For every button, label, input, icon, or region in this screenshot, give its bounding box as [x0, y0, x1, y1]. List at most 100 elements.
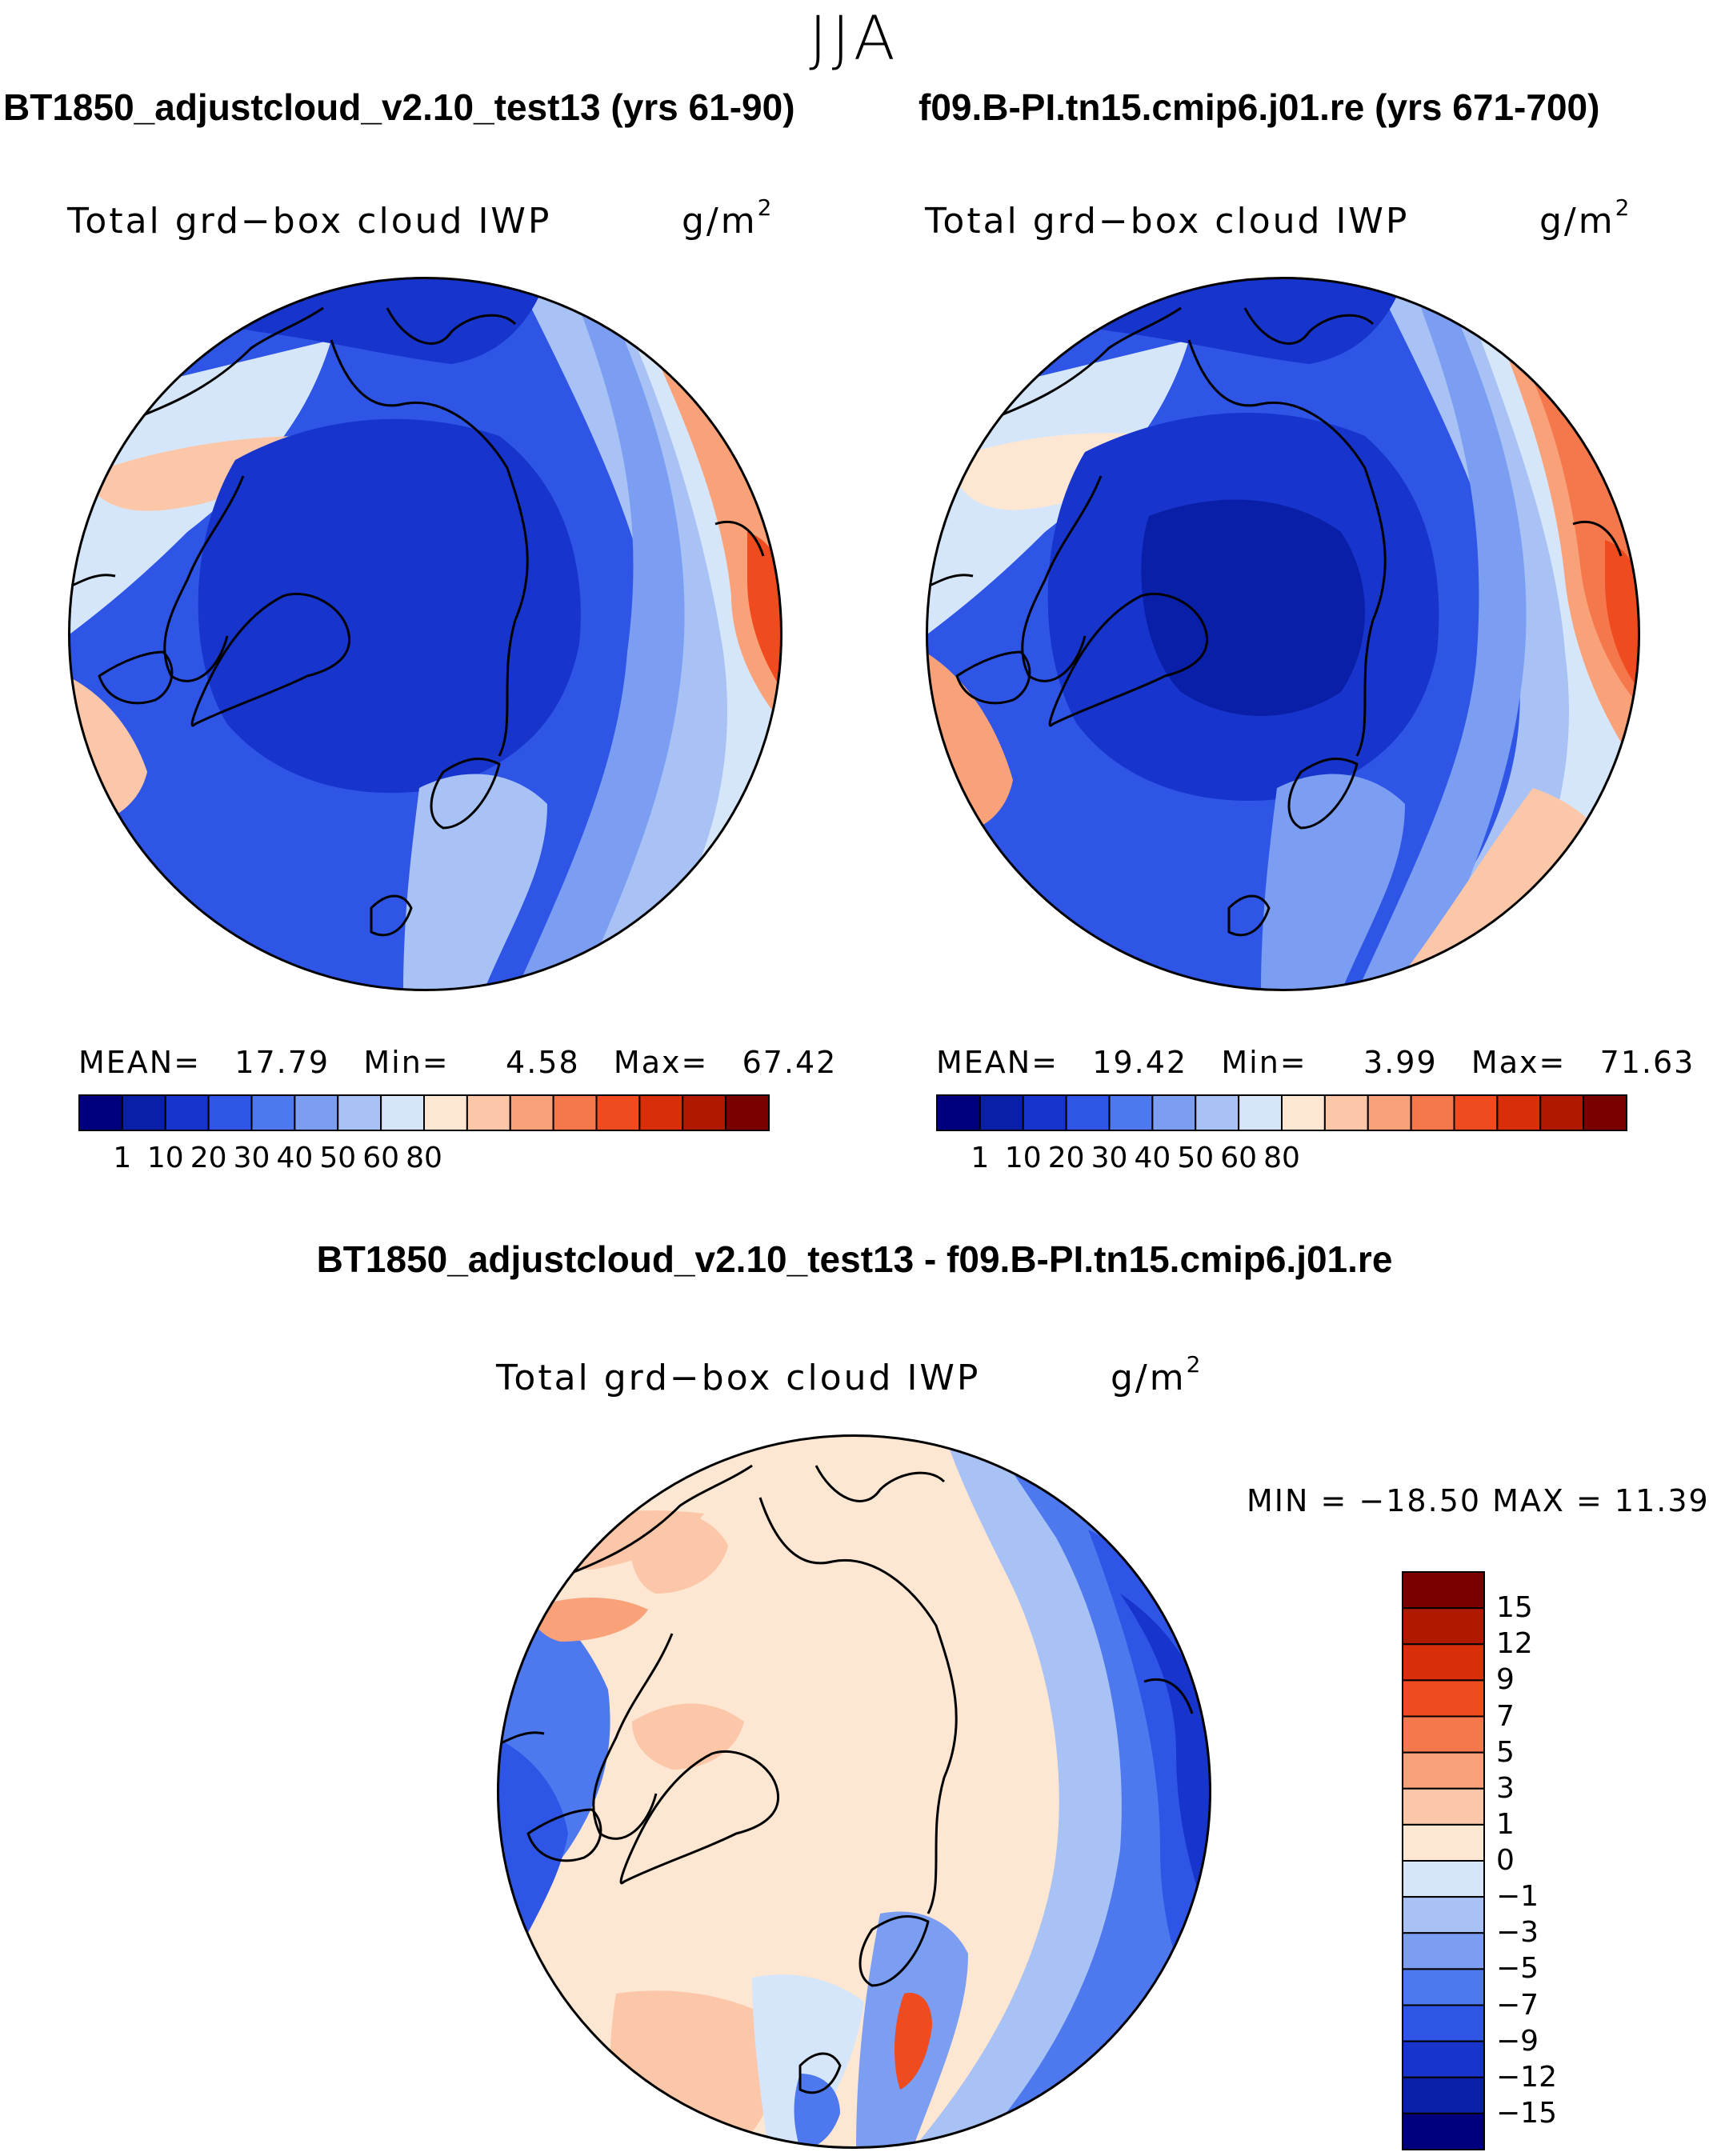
panel-2-field-label: Total grd−box cloud IWP: [925, 201, 1410, 242]
coastlines: [69, 306, 765, 937]
colorbar-swatch: [423, 1094, 468, 1131]
colorbar-tick-label: −5: [1496, 1952, 1539, 1986]
colorbar-swatch: [1151, 1094, 1197, 1131]
colorbar-tick-label: 40: [1134, 1142, 1171, 1174]
panel-1-units: g/m2: [682, 194, 774, 242]
field-region-darkblue-center: [198, 418, 581, 794]
colorbar-swatch: [725, 1094, 770, 1131]
field-region-paleblue-south: [403, 774, 547, 990]
colorbar-swatch: [1323, 1094, 1369, 1131]
colorbar-tick-label: −1: [1496, 1880, 1539, 1914]
diff-panel-minmax: MIN = −18.50 MAX = 11.39: [1247, 1483, 1709, 1518]
colorbar-swatch: [1402, 1607, 1485, 1646]
colorbar-tick-label: 50: [319, 1142, 357, 1174]
field-region-hot-east: [1605, 540, 1639, 692]
diff-panel-units: g/m2: [1111, 1351, 1203, 1398]
colorbar-swatch: [1402, 1751, 1485, 1790]
colorbar-swatch: [1402, 1787, 1485, 1826]
field-region-hot-east: [747, 532, 782, 692]
colorbar-swatch: [78, 1094, 123, 1131]
colorbar-swatch: [1281, 1094, 1326, 1131]
coastlines: [498, 1464, 1194, 2094]
colorbar-swatch: [1402, 1571, 1485, 1610]
colorbar-swatch: [1410, 1094, 1455, 1131]
colorbar-swatch: [979, 1094, 1024, 1131]
panel-1-case-title: BT1850_adjustcloud_v2.10_test13 (yrs 61-…: [3, 86, 795, 128]
colorbar-swatch: [380, 1094, 425, 1131]
colorbar-tick-label: 9: [1496, 1663, 1515, 1697]
colorbar-tick-label: −15: [1496, 2096, 1557, 2130]
diff-panel-colorbar: [1402, 1571, 1485, 2150]
panel-2-polar-map: [926, 277, 1640, 991]
colorbar-swatch: [1195, 1094, 1240, 1131]
colorbar-swatch: [164, 1094, 210, 1131]
field-region-hot-baltic: [895, 1993, 932, 2090]
diff-panel-polar-map: [497, 1434, 1211, 2149]
colorbar-tick-label: 0: [1496, 1844, 1515, 1877]
colorbar-swatch: [250, 1094, 296, 1131]
colorbar-tick-label: 7: [1496, 1699, 1515, 1733]
colorbar-tick-label: 5: [1496, 1735, 1515, 1769]
colorbar-swatch: [1022, 1094, 1067, 1131]
colorbar-swatch: [294, 1094, 339, 1131]
colorbar-swatch: [595, 1094, 641, 1131]
colorbar-tick-label: 15: [1496, 1591, 1533, 1625]
field-region-neg4-east: [1120, 1594, 1211, 1930]
field-region-neg-southcenter: [752, 1974, 864, 2148]
colorbar-tick-label: 20: [190, 1142, 227, 1174]
colorbar-tick-label: 40: [276, 1142, 314, 1174]
colorbar-swatch: [1402, 1679, 1485, 1718]
colorbar-swatch: [1402, 1715, 1485, 1754]
colorbar-swatch: [1402, 1896, 1485, 1934]
colorbar-swatch: [1402, 1932, 1485, 1970]
panel-2-units: g/m2: [1539, 194, 1632, 242]
season-title: JJA: [809, 2, 900, 74]
colorbar-tick-label: 1: [1496, 1807, 1515, 1841]
diff-panel-field-label: Total grd−box cloud IWP: [496, 1358, 981, 1398]
colorbar-tick-label: 3: [1496, 1771, 1515, 1805]
colorbar-swatch: [1496, 1094, 1542, 1131]
colorbar-swatch: [1108, 1094, 1154, 1131]
colorbar-swatch: [207, 1094, 253, 1131]
colorbar-swatch: [1539, 1094, 1585, 1131]
field-region-paleblue-south: [1261, 774, 1405, 990]
colorbar-swatch: [1065, 1094, 1111, 1131]
colorbar-swatch: [466, 1094, 511, 1131]
colorbar-swatch: [1367, 1094, 1412, 1131]
diff-panel-title: BT1850_adjustcloud_v2.10_test13 - f09.B-…: [316, 1238, 1393, 1280]
colorbar-swatch: [509, 1094, 554, 1131]
colorbar-swatch: [1402, 1823, 1485, 1862]
colorbar-swatch: [1402, 1643, 1485, 1682]
colorbar-swatch: [682, 1094, 727, 1131]
panel-2-colorbar: [936, 1094, 1627, 1131]
field-region-midblue-east: [1357, 308, 1527, 990]
colorbar-tick-label: −7: [1496, 1988, 1539, 2022]
colorbar-tick-label: −12: [1496, 2060, 1557, 2094]
colorbar-swatch: [1402, 2076, 1485, 2114]
colorbar-tick-label: 80: [1263, 1142, 1300, 1174]
panel-1-stats: MEAN= 17.79 Min= 4.58 Max= 67.42: [78, 1045, 838, 1080]
colorbar-tick-label: 80: [406, 1142, 442, 1174]
colorbar-tick-label: 12: [1496, 1627, 1533, 1661]
field-region-pos-northcenter: [629, 1510, 728, 1594]
panel-2-case-title: f09.B-PI.tn15.cmip6.j01.re (yrs 671-700): [919, 86, 1600, 128]
panel-1-field-label: Total grd−box cloud IWP: [67, 201, 552, 242]
colorbar-tick-label: 30: [233, 1142, 270, 1174]
colorbar-swatch: [1583, 1094, 1627, 1131]
colorbar-swatch: [1402, 1860, 1485, 1898]
colorbar-tick-label: 60: [1220, 1142, 1258, 1174]
colorbar-swatch: [1402, 2004, 1485, 2042]
colorbar-tick-label: 10: [1004, 1142, 1042, 1174]
colorbar-tick-label: 50: [1177, 1142, 1215, 1174]
colorbar-swatch: [638, 1094, 684, 1131]
colorbar-swatch: [337, 1094, 382, 1131]
field-region-midblue-east: [515, 308, 685, 990]
colorbar-tick-label: 10: [146, 1142, 184, 1174]
colorbar-swatch: [552, 1094, 598, 1131]
colorbar-swatch: [1238, 1094, 1283, 1131]
panel-2-stats: MEAN= 19.42 Min= 3.99 Max= 71.63: [936, 1045, 1695, 1080]
colorbar-tick-label: 30: [1091, 1142, 1128, 1174]
colorbar-tick-label: 1: [113, 1142, 132, 1174]
colorbar-swatch: [1402, 2040, 1485, 2078]
coastlines: [927, 306, 1623, 937]
